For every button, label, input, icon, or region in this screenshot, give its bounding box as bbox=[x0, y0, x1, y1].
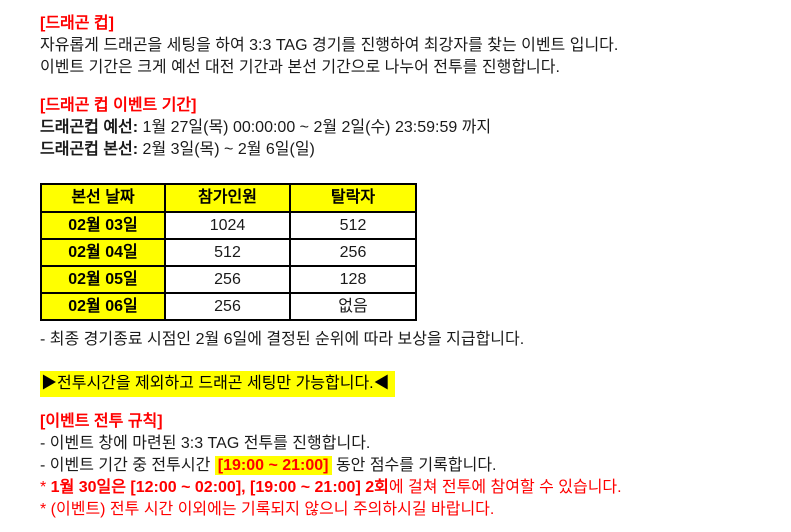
section-title-dragon-cup: [드래곤 컵] bbox=[40, 15, 114, 32]
battle-time-highlight: [19:00 ~ 21:00] bbox=[214, 456, 332, 475]
battle-note-1-times: 1월 30일은 [12:00 ~ 02:00], [19:00 ~ 21:00]… bbox=[50, 479, 389, 496]
finals-label: 드래곤컵 본선: bbox=[40, 141, 139, 158]
battle-rule-2-suffix: 동안 점수를 기록합니다. bbox=[331, 457, 497, 474]
table-row: 02월 04일 512 256 bbox=[40, 238, 417, 267]
preliminary-period-line: 드래곤컵 예선: 1월 27일(목) 00:00:00 ~ 2월 2일(수) 2… bbox=[40, 117, 771, 139]
table-row: 02월 05일 256 128 bbox=[40, 265, 417, 294]
finals-value: 2월 3일(목) ~ 2월 6일(일) bbox=[138, 141, 315, 158]
section-title-battle-rules: [이벤트 전투 규칙] bbox=[40, 413, 163, 430]
battle-rule-1: - 이벤트 창에 마련된 3:3 TAG 전투를 진행합니다. bbox=[40, 435, 371, 452]
finals-period-line: 드래곤컵 본선: 2월 3일(목) ~ 2월 6일(일) bbox=[40, 139, 771, 161]
section-title-event-period: [드래곤 컵 이벤트 기간] bbox=[40, 97, 197, 114]
battle-note-1: * 1월 30일은 [12:00 ~ 02:00], [19:00 ~ 21:0… bbox=[40, 477, 771, 499]
battle-rule-2: - 이벤트 기간 중 전투시간 [19:00 ~ 21:00] 동안 점수를 기… bbox=[40, 455, 771, 477]
table-row: 02월 06일 256 없음 bbox=[40, 292, 417, 321]
intro-line-2: 이벤트 기간은 크게 예선 대전 기간과 본선 기간으로 나누어 전투를 진행합… bbox=[40, 59, 560, 76]
cell-participants: 512 bbox=[164, 238, 291, 267]
schedule-table: 본선 날짜 참가인원 탈락자 02월 03일 1024 512 02월 04일 … bbox=[40, 183, 417, 321]
cell-eliminated: 없음 bbox=[289, 292, 417, 321]
cell-date: 02월 06일 bbox=[40, 292, 166, 321]
cell-date: 02월 05일 bbox=[40, 265, 166, 294]
battle-note-2: * (이벤트) 전투 시간 이외에는 기록되지 않으니 주의하시길 바랍니다. bbox=[40, 501, 495, 518]
cell-participants: 256 bbox=[164, 292, 291, 321]
header-final-date: 본선 날짜 bbox=[40, 183, 166, 213]
battle-note-1-prefix: * bbox=[40, 479, 51, 496]
battle-rule-2-prefix: - 이벤트 기간 중 전투시간 bbox=[40, 457, 215, 474]
cell-date: 02월 03일 bbox=[40, 211, 166, 240]
header-eliminated: 탈락자 bbox=[289, 183, 417, 213]
cell-participants: 256 bbox=[164, 265, 291, 294]
header-participants: 참가인원 bbox=[164, 183, 291, 213]
cell-eliminated: 256 bbox=[289, 238, 417, 267]
intro-line-1: 자유롭게 드래곤을 세팅을 하여 3:3 TAG 경기를 진행하여 최강자를 찾… bbox=[40, 37, 619, 54]
table-row: 02월 03일 1024 512 bbox=[40, 211, 417, 240]
notice-banner: ▶전투시간을 제외하고 드래곤 세팅만 가능합니다.◀ bbox=[40, 371, 395, 397]
preliminary-label: 드래곤컵 예선: bbox=[40, 119, 139, 136]
notice-banner-wrap: ▶전투시간을 제외하고 드래곤 세팅만 가능합니다.◀ bbox=[40, 371, 771, 397]
event-notice-document: [드래곤 컵] 자유롭게 드래곤을 세팅을 하여 3:3 TAG 경기를 진행하… bbox=[40, 15, 771, 518]
cell-date: 02월 04일 bbox=[40, 238, 166, 267]
cell-eliminated: 128 bbox=[289, 265, 417, 294]
cell-participants: 1024 bbox=[164, 211, 291, 240]
preliminary-value: 1월 27일(목) 00:00:00 ~ 2월 2일(수) 23:59:59 까… bbox=[138, 119, 492, 136]
table-header-row: 본선 날짜 참가인원 탈락자 bbox=[40, 183, 417, 213]
cell-eliminated: 512 bbox=[289, 211, 417, 240]
battle-note-1-suffix: 에 걸쳐 전투에 참여할 수 있습니다. bbox=[388, 479, 622, 496]
reward-note: - 최종 경기종료 시점인 2월 6일에 결정된 순위에 따라 보상을 지급합니… bbox=[40, 331, 525, 348]
